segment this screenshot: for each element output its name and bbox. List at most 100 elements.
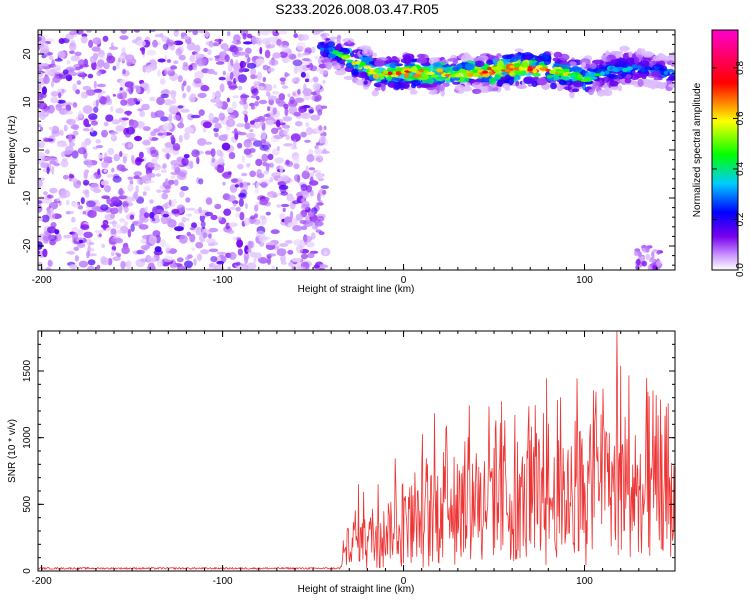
signal-speck — [500, 76, 509, 81]
noise-speck — [267, 106, 271, 112]
signal-core — [472, 72, 479, 78]
figure-title: S233.2026.008.03.47.R05 — [275, 1, 439, 17]
signal-speck — [324, 42, 329, 49]
noise-speck — [313, 264, 320, 269]
signal-speck — [419, 83, 432, 89]
noise-speck — [125, 54, 135, 62]
noise-speck — [152, 230, 161, 238]
noise-speck — [314, 145, 319, 150]
noise-speck — [193, 44, 201, 53]
noise-speck — [182, 92, 187, 98]
noise-speck — [310, 91, 317, 96]
noise-speck — [214, 103, 222, 107]
signal-speck — [608, 74, 619, 80]
noise-speck — [236, 265, 244, 270]
noise-speck — [99, 96, 108, 105]
signal-speck — [497, 79, 503, 87]
noise-speck — [191, 247, 196, 252]
noise-speck — [134, 156, 142, 166]
noise-speck — [115, 238, 124, 244]
noise-speck — [210, 148, 216, 158]
noise-speck — [112, 219, 117, 228]
noise-speck — [255, 182, 260, 188]
signal-speck — [558, 79, 567, 86]
signal-core — [632, 64, 637, 69]
signal-core — [345, 59, 354, 62]
noise-speck — [284, 107, 289, 117]
noise-speck — [227, 80, 232, 86]
noise-speck — [226, 72, 230, 80]
noise-speck — [314, 30, 325, 33]
noise-speck — [56, 99, 66, 104]
noise-speck — [232, 62, 243, 71]
noise-speck — [41, 86, 48, 95]
noise-speck — [186, 41, 196, 51]
signal-speck — [391, 55, 398, 60]
noise-speck — [267, 153, 274, 161]
noise-speck — [153, 128, 161, 133]
noise-speck — [49, 55, 54, 60]
noise-speck — [95, 145, 104, 149]
noise-speck — [77, 110, 84, 119]
noise-speck — [56, 197, 61, 202]
noise-speck — [65, 145, 74, 153]
signal-speck — [417, 53, 426, 59]
noise-speck — [48, 126, 54, 130]
signal-speck — [619, 45, 630, 52]
noise-speck — [162, 43, 169, 51]
signal-speck — [652, 55, 660, 62]
noise-speck — [157, 259, 164, 268]
noise-speck — [142, 126, 151, 132]
noise-speck — [267, 67, 275, 73]
signal-core — [509, 65, 515, 69]
signal-speck — [650, 81, 663, 86]
signal-core — [382, 70, 389, 74]
signal-core — [600, 71, 606, 76]
signal-core — [501, 69, 506, 72]
signal-speck — [385, 77, 391, 81]
noise-speck — [38, 92, 44, 101]
noise-speck — [157, 69, 161, 77]
signal-speck — [474, 60, 485, 68]
noise-speck — [142, 64, 147, 73]
noise-speck — [314, 221, 324, 227]
signal-core — [412, 74, 422, 78]
signal-speck — [402, 67, 411, 71]
noise-speck — [236, 123, 246, 128]
noise-speck — [120, 260, 126, 270]
noise-speck — [170, 175, 176, 179]
signal-speck — [461, 86, 473, 92]
noise-speck — [266, 44, 275, 49]
noise-speck — [92, 37, 102, 45]
noise-speck — [245, 47, 252, 54]
noise-speck — [260, 181, 268, 189]
noise-speck — [300, 184, 308, 191]
signal-speck — [416, 57, 428, 64]
noise-speck — [257, 256, 268, 263]
noise-speck — [60, 143, 68, 147]
noise-speck — [78, 239, 84, 244]
noise-speck — [195, 59, 202, 64]
noise-speck — [223, 42, 228, 52]
noise-speck — [231, 40, 238, 44]
noise-speck — [200, 249, 210, 255]
signal-core — [341, 55, 349, 60]
noise-speck — [109, 131, 119, 135]
noise-speck — [82, 119, 89, 127]
signal-speck — [571, 88, 580, 93]
noise-speck — [265, 242, 275, 246]
noise-speck — [319, 135, 327, 144]
noise-speck — [179, 191, 185, 198]
noise-speck — [65, 199, 70, 206]
noise-speck — [82, 105, 93, 114]
noise-speck — [214, 267, 225, 270]
noise-speck — [127, 143, 133, 148]
noise-speck — [263, 113, 271, 118]
noise-speck — [262, 77, 266, 82]
noise-speck — [103, 62, 110, 70]
noise-speck — [129, 214, 135, 220]
noise-speck — [221, 142, 231, 151]
noise-speck — [315, 169, 322, 175]
y-tick-label: -20 — [22, 238, 33, 253]
noise-speck — [227, 107, 234, 113]
